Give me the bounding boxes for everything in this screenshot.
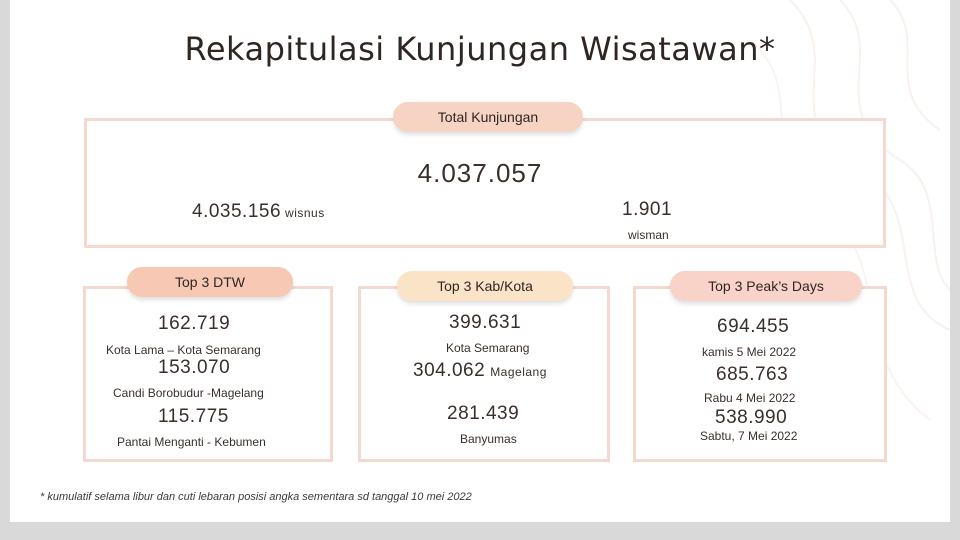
kabkota-name-3: Banyumas [460, 432, 517, 446]
dtw-value-1: 162.719 [158, 313, 231, 334]
wisman-value: 1.901 [622, 199, 673, 220]
kabkota-value-1: 399.631 [449, 312, 522, 333]
wisnus-label: wisnus [285, 206, 325, 220]
kabkota-box [358, 286, 610, 462]
kabkota-value-3: 281.439 [447, 403, 520, 424]
peak-name-1: kamis 5 Mei 2022 [702, 345, 797, 359]
wisnus-value: 4.035.156 [192, 201, 282, 222]
kabkota-name-1: Kota Semarang [446, 341, 530, 355]
kabkota-name-2: Magelang [490, 365, 547, 379]
kabkota-value-2: 304.062 [413, 360, 486, 381]
dtw-name-3: Pantai Menganti - Kebumen [117, 435, 266, 449]
peak-name-2: Rabu 4 Mei 2022 [704, 391, 796, 405]
dtw-value-2: 153.070 [158, 357, 231, 378]
peak-value-3: 538.990 [715, 407, 788, 428]
wisnus-stat: 4.035.156 wisnus [192, 201, 325, 223]
peak-value-1: 694.455 [717, 316, 790, 337]
kabkota-stat-2: 304.062 Magelang [413, 360, 547, 382]
peak-name-3: Sabtu, 7 Mei 2022 [700, 429, 798, 443]
peak-value-2: 685.763 [716, 364, 789, 385]
dtw-label-pill: Top 3 DTW [127, 267, 293, 297]
dtw-box [83, 286, 333, 462]
total-value: 4.037.057 [417, 158, 543, 188]
dtw-name-2: Candi Borobudur -Magelang [113, 386, 264, 400]
page-title: Rekapitulasi Kunjungan Wisatawan* [184, 30, 776, 68]
slide: Rekapitulasi Kunjungan Wisatawan* Total … [10, 0, 950, 522]
total-box [84, 118, 886, 248]
total-label-pill: Total Kunjungan [393, 102, 583, 132]
peak-label-pill: Top 3 Peak’s Days [670, 271, 862, 301]
wisman-label: wisman [628, 228, 669, 242]
kabkota-label-pill: Top 3 Kab/Kota [397, 271, 573, 301]
dtw-name-1: Kota Lama – Kota Semarang [106, 343, 261, 357]
footnote: * kumulatif selama libur dan cuti lebara… [40, 491, 472, 503]
dtw-value-3: 115.775 [158, 406, 229, 427]
